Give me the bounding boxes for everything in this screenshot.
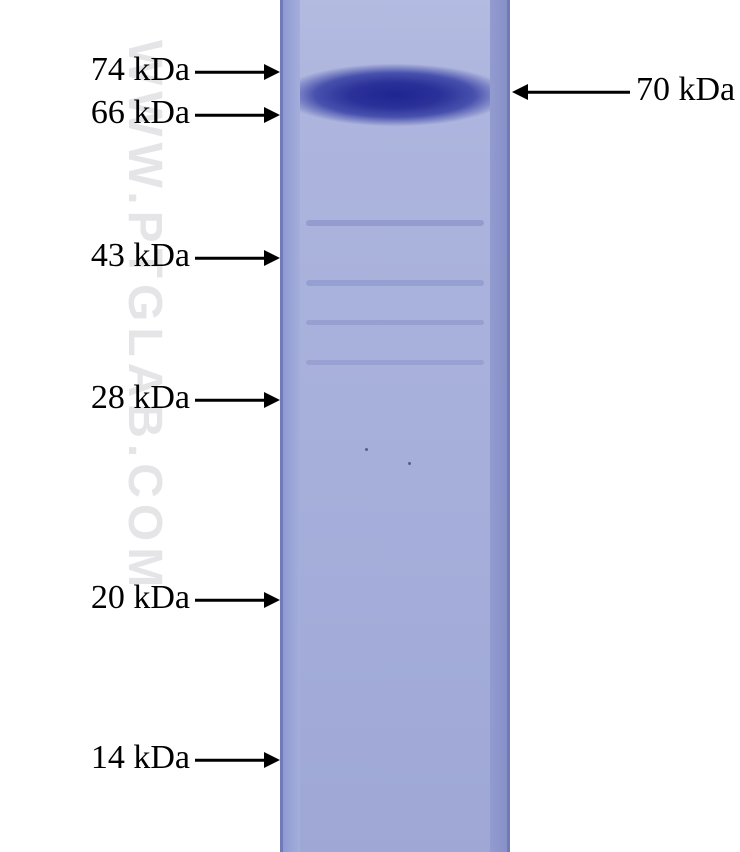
marker-arrow-icon (195, 599, 280, 601)
marker-arrow-icon (195, 399, 280, 401)
marker-arrow-icon (195, 114, 280, 116)
marker-label: 43 kDa (91, 237, 190, 275)
marker-label: 66 kDa (91, 94, 190, 132)
faint-band (306, 220, 484, 226)
faint-band (306, 360, 484, 365)
main-protein-band (300, 60, 490, 130)
faint-band (306, 280, 484, 286)
marker-arrow-icon (195, 257, 280, 259)
target-arrow-icon (512, 91, 630, 93)
marker-label: 14 kDa (91, 739, 190, 777)
speck-dot (408, 462, 411, 465)
marker-label: 20 kDa (91, 579, 190, 617)
marker-arrow-icon (195, 71, 280, 73)
speck-dot (365, 448, 368, 451)
faint-band (306, 320, 484, 325)
marker-label: 74 kDa (91, 51, 190, 89)
gel-figure: WWW.PTGLAB.COM 74 kDa66 kDa43 kDa28 kDa2… (0, 0, 740, 852)
target-label: 70 kDa (636, 71, 735, 109)
marker-label: 28 kDa (91, 379, 190, 417)
marker-arrow-icon (195, 759, 280, 761)
